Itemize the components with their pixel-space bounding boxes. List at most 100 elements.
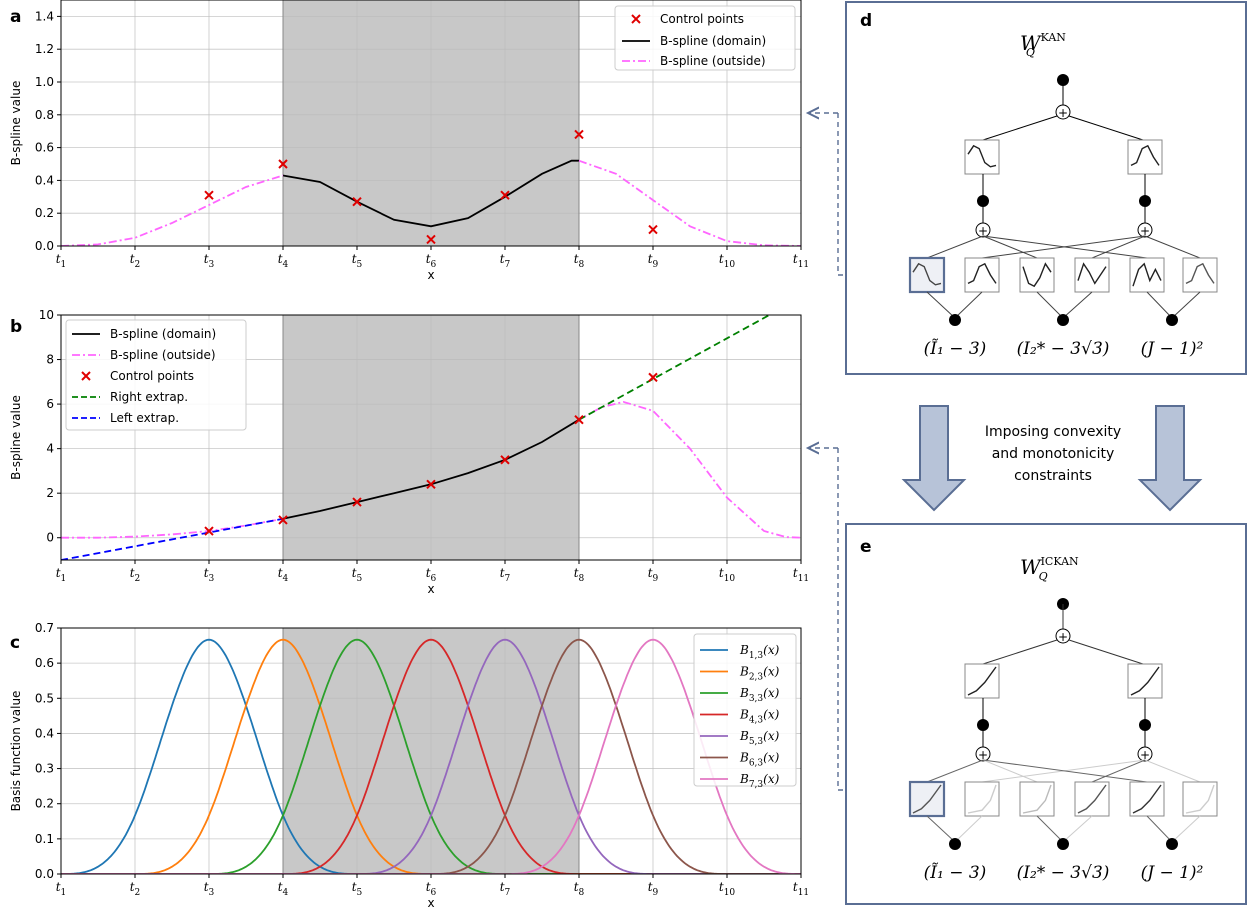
edge	[1144, 235, 1201, 259]
pa-x-tick-label-1: t1	[56, 252, 67, 270]
pb-control-point-1	[204, 526, 214, 536]
pb-control-point-7	[648, 372, 658, 383]
pc-basis-line-2	[61, 638, 801, 874]
pb-x-tick-label-4: t4	[278, 566, 289, 584]
pb-y-tick-label-6: 10	[39, 308, 54, 322]
legend-a-item-3-label: B-spline (outside)	[660, 54, 766, 68]
pa-x-tick-label-5: t5	[352, 252, 363, 270]
pc-x-tick-label-10: t10	[719, 880, 736, 898]
pc-x-tick-label-5: t5	[352, 880, 363, 898]
panel-b-chart: t1 t2 t3 t4 t5 t6 t7 t8 t9 t10 t11 0 2 4 6 8 10 x B-spline…	[9, 308, 809, 596]
pb-control-point-5	[500, 455, 510, 465]
arrow-text-3: constraints	[1014, 468, 1092, 484]
panel-a-chart: t1 t2 t3 t4 t5 t6 t7 t8 t9 t10 t11 0.0 0.2 0.4 0.6 0.8 1…	[9, 0, 809, 282]
panel-label-b: b	[10, 317, 22, 337]
legend-a-item-1-label: Control points	[660, 12, 744, 26]
pb-x-tick-label-11: t11	[793, 566, 809, 584]
pa-control-point-1	[204, 190, 214, 200]
kan-diagram: d WKAN Q + + + (Ĩ₁ − 3) (I₂* − 3√3) (J − 1)²	[845, 1, 1247, 375]
activation-box-2	[964, 257, 1000, 293]
pa-control-point-5	[500, 190, 510, 200]
pb-control-point-6	[574, 414, 584, 425]
legend-c-item-7-label: B7,3(x)	[739, 772, 780, 790]
hidden-node	[977, 719, 989, 731]
sum-node-top	[1055, 104, 1071, 120]
activation-box-1-curve	[912, 784, 942, 814]
pc-y-tick-label-6: 0.5	[35, 691, 54, 705]
pa-x-tick-label-11: t11	[793, 252, 809, 270]
input-label-1: (Ĩ₁ − 3)	[924, 862, 987, 883]
activation-box-curve	[1130, 144, 1160, 167]
plus-icon: +	[978, 748, 988, 762]
legend-b-item-1-label: B-spline (domain)	[110, 327, 216, 341]
arrow-text-2: and monotonicity	[992, 446, 1115, 462]
pc-y-tick-label-3: 0.2	[35, 797, 54, 811]
activation-box-4-curve	[1077, 784, 1107, 814]
edge	[926, 235, 984, 259]
sum-node	[1137, 222, 1153, 238]
pb-x-tick-label-8: t8	[574, 566, 585, 584]
activation-box-6	[1182, 257, 1218, 293]
pc-x-tick-label-9: t9	[648, 880, 659, 898]
pa-x-tick-label-4: t4	[278, 252, 289, 270]
pa-y-tick-label-1: 0.0	[35, 239, 54, 253]
hidden-node	[1139, 195, 1151, 207]
pb-series-3	[578, 315, 772, 421]
pc-x-tick-label-1: t1	[56, 880, 67, 898]
pb-series-group	[61, 315, 801, 560]
edge	[1068, 639, 1144, 665]
input-node-3	[1166, 838, 1178, 850]
activation-box-curve	[967, 666, 997, 696]
edge	[982, 115, 1058, 141]
input-label-3: (J − 1)²	[1141, 863, 1204, 883]
edge	[1068, 115, 1144, 141]
input-node-2	[1057, 838, 1069, 850]
pb-y-tick-label-4: 6	[46, 397, 54, 411]
pa-y-tick-label-2: 0.2	[35, 206, 54, 220]
pb-control-point-2	[278, 515, 288, 525]
legend-b-item-5-label: Left extrap.	[110, 411, 179, 425]
pb-x-tick-label-5: t5	[352, 566, 363, 584]
edge	[1062, 815, 1093, 843]
plus-icon: +	[1058, 630, 1068, 644]
sum-node-top	[1055, 628, 1071, 644]
plus-icon: +	[978, 224, 988, 238]
activation-box-curve	[967, 144, 997, 168]
activation-box-6-curve	[1185, 262, 1215, 285]
legend-c-item-2-label: B2,3(x)	[739, 665, 780, 683]
pa-y-axis-label: B-spline value	[9, 81, 23, 166]
pb-x-tick-label-3: t3	[204, 566, 215, 584]
pb-y-tick-label-2: 2	[46, 486, 54, 500]
hidden-node	[977, 195, 989, 207]
pa-control-point-3	[352, 197, 362, 207]
pb-control-point-3	[352, 497, 362, 507]
activation-box-1-curve	[912, 262, 942, 286]
pa-series-2	[61, 159, 801, 246]
pc-x-tick-label-7: t7	[500, 880, 511, 898]
pb-series-4	[61, 517, 284, 560]
pa-y-tick-label-7: 1.2	[35, 42, 54, 56]
edge	[1171, 291, 1201, 319]
input-label-1: (Ĩ₁ − 3)	[924, 338, 987, 359]
edge	[954, 815, 983, 843]
pa-control-point-6	[574, 129, 584, 140]
pb-x-tick-label-1: t1	[56, 566, 67, 584]
edge	[1091, 759, 1146, 783]
pb-x-tick-label-6: t6	[426, 566, 437, 584]
activation-box	[1127, 139, 1163, 175]
input-node-3	[1166, 314, 1178, 326]
pc-basis-line-1	[61, 638, 801, 874]
weight-title: WKAN Q	[1020, 31, 1066, 59]
weight-title: WICKAN Q	[1020, 555, 1079, 583]
edge	[982, 759, 1038, 783]
pc-basis-line-6	[61, 638, 801, 874]
pa-series-1	[282, 159, 579, 228]
pb-control-point-4	[426, 479, 436, 489]
input-label-3: (J − 1)²	[1141, 339, 1204, 359]
activation-box-4-curve	[1077, 262, 1107, 285]
pc-basis-line-5	[61, 638, 801, 874]
pa-x-tick-label-2: t2	[130, 252, 141, 270]
edge	[926, 759, 984, 783]
panel-label-c: c	[10, 633, 20, 653]
pc-x-tick-label-3: t3	[204, 880, 215, 898]
